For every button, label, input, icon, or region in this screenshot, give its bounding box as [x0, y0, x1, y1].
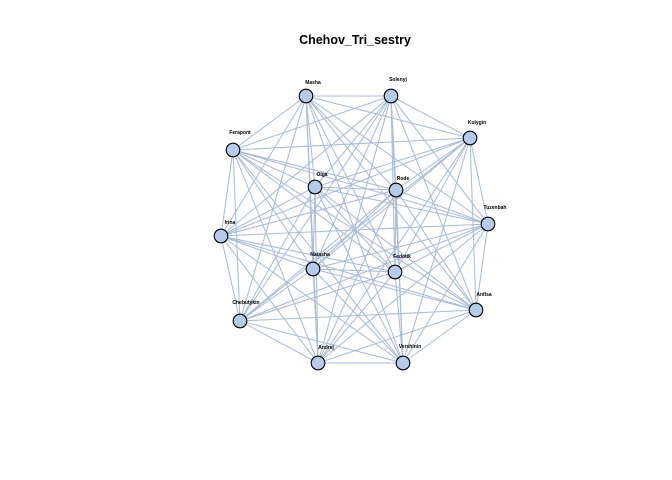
edge-ferapont-olga	[232, 149, 316, 188]
node-chebutykin	[232, 313, 248, 329]
edge-ferapont-natasha	[232, 149, 314, 270]
node-label-chebutykin: Chebutykin	[232, 300, 259, 306]
edge-natasha-andrej	[312, 268, 319, 364]
edge-fedotik-chebutykin	[239, 271, 396, 322]
node-label-irina: Irina	[225, 220, 236, 226]
edge-tuzenbah-vershinin	[402, 223, 489, 364]
edge-rode-fedotik	[394, 189, 397, 273]
edge-tuzenbah-fedotik	[394, 223, 489, 273]
node-fedotik	[387, 264, 403, 280]
node-vershinin	[395, 355, 411, 371]
node-natasha	[305, 261, 321, 277]
edge-olga-chebutykin	[239, 186, 316, 322]
node-anfisa	[468, 302, 484, 318]
edge-natasha-chebutykin	[239, 268, 314, 322]
edge-rode-tuzenbah	[395, 189, 489, 225]
edge-rode-irina	[220, 189, 397, 237]
edge-anfisa-andrej	[317, 309, 477, 364]
node-ferapont	[225, 142, 241, 158]
edges-layer	[220, 95, 489, 364]
edge-irina-natasha	[220, 235, 314, 270]
edge-masha-kulygin	[305, 95, 471, 139]
node-label-masha: Masha	[305, 80, 321, 86]
edge-solenyj-kulygin	[390, 95, 471, 139]
node-solenyj	[383, 88, 399, 104]
edge-masha-rode	[305, 95, 397, 191]
edge-kulygin-ferapont	[232, 137, 471, 151]
edge-ferapont-rode	[232, 149, 397, 191]
edge-olga-rode	[314, 186, 397, 191]
node-label-natasha: Natasha	[310, 252, 330, 258]
node-label-rode: Rode	[397, 176, 410, 182]
edge-natasha-anfisa	[312, 268, 477, 311]
edge-natasha-fedotik	[312, 268, 396, 273]
nodes-layer: Masha Solenyj Kulygin Ferapont Olga Rode Tuzen…	[213, 77, 507, 371]
edge-masha-olga	[305, 95, 316, 188]
node-rode	[388, 182, 404, 198]
edge-masha-ferapont	[232, 95, 307, 151]
edge-olga-irina	[220, 186, 316, 237]
node-masha	[298, 88, 314, 104]
node-label-vershinin: Vershinin	[399, 344, 422, 350]
node-label-andrej: Andrej	[318, 345, 334, 351]
edge-olga-tuzenbah	[314, 186, 489, 225]
node-label-fedotik: Fedotik	[393, 254, 411, 260]
edge-kulygin-andrej	[317, 137, 471, 364]
edge-kulygin-anfisa	[469, 137, 477, 311]
edge-rode-andrej	[317, 189, 397, 364]
edge-fedotik-anfisa	[394, 271, 477, 311]
edge-kulygin-rode	[395, 137, 471, 191]
edge-anfisa-vershinin	[402, 309, 477, 364]
edge-rode-anfisa	[395, 189, 477, 311]
edge-solenyj-olga	[314, 95, 392, 188]
edge-irina-fedotik	[220, 235, 396, 273]
edge-fedotik-vershinin	[394, 271, 404, 364]
edge-masha-tuzenbah	[305, 95, 489, 225]
edge-solenyj-ferapont	[232, 95, 392, 151]
edge-tuzenbah-chebutykin	[239, 223, 489, 322]
node-label-tuzenbah: Tuzenbah	[484, 205, 507, 211]
edge-fedotik-andrej	[317, 271, 396, 364]
node-kulygin	[462, 130, 478, 146]
edge-tuzenbah-andrej	[317, 223, 489, 364]
edge-ferapont-irina	[220, 149, 234, 237]
edge-ferapont-tuzenbah	[232, 149, 489, 225]
edge-tuzenbah-irina	[220, 223, 489, 237]
edge-solenyj-irina	[220, 95, 392, 237]
edge-tuzenbah-anfisa	[475, 223, 489, 311]
edge-kulygin-olga	[314, 137, 471, 188]
node-label-kulygin: Kulygin	[468, 120, 486, 126]
edge-irina-vershinin	[220, 235, 404, 364]
diagram-title: Chehov_Tri_sestry	[299, 33, 411, 47]
node-irina	[213, 228, 229, 244]
node-tuzenbah	[480, 216, 496, 232]
node-label-olga: Olga	[316, 172, 327, 178]
edge-kulygin-tuzenbah	[469, 137, 489, 225]
edge-irina-chebutykin	[220, 235, 241, 322]
edge-kulygin-fedotik	[394, 137, 471, 273]
edge-anfisa-chebutykin	[239, 309, 477, 322]
edge-irina-anfisa	[220, 235, 477, 311]
edge-solenyj-natasha	[312, 95, 392, 270]
edge-chebutykin-andrej	[239, 320, 319, 364]
node-andrej	[310, 355, 326, 371]
node-label-solenyj: Solenyj	[389, 77, 407, 83]
node-olga	[307, 179, 323, 195]
node-label-anfisa: Anfisa	[476, 292, 492, 298]
node-label-ferapont: Ferapont	[229, 130, 251, 136]
edge-rode-chebutykin	[239, 189, 397, 322]
edge-chebutykin-vershinin	[239, 320, 404, 364]
edge-kulygin-irina	[220, 137, 471, 237]
